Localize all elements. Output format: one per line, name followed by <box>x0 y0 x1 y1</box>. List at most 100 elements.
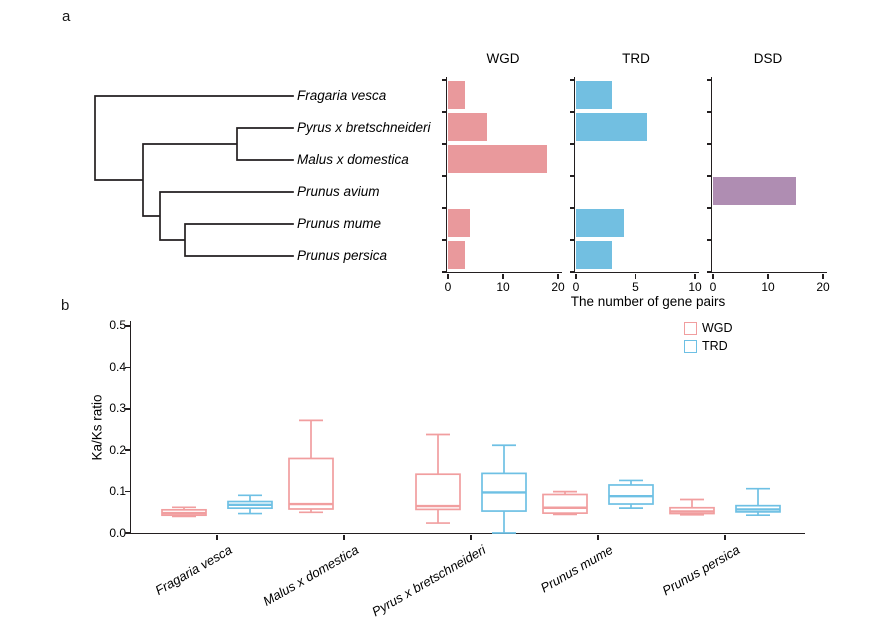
chart-title-wgd: WGD <box>486 51 520 66</box>
boxplot-y-axis-tick-0.3 <box>124 408 131 410</box>
box-rect <box>288 457 334 510</box>
trd-bar-prunus-mume <box>576 209 624 237</box>
ytick-0.2: 0.2 <box>109 443 126 457</box>
boxplot-x-axis-tick-malus-x-domestica <box>343 534 345 540</box>
trd-x-axis-tick <box>634 273 637 279</box>
trd-y-axis <box>574 77 576 273</box>
trd-y-axis-tick <box>569 271 575 273</box>
legend-label-trd: TRD <box>702 339 728 353</box>
species-label-malus-x-domestica: Malus x domestica <box>297 152 409 167</box>
wgd-x-tick-label-0: 0 <box>444 280 452 294</box>
trd-box-prunus-persica <box>735 487 781 517</box>
dsd-x-tick-label-0: 0 <box>709 280 717 294</box>
panel-b-label: b <box>61 297 70 314</box>
ytick-0.4: 0.4 <box>109 360 126 374</box>
wgd-y-axis-tick <box>441 143 447 145</box>
trd-y-axis-tick <box>569 207 575 209</box>
wgd-x-tick-label-20: 20 <box>551 280 565 294</box>
wgd-y-axis-tick <box>441 271 447 273</box>
trd-y-axis-tick <box>569 143 575 145</box>
wgd-y-axis-tick <box>441 175 447 177</box>
wgd-box-fragaria-vesca <box>161 506 207 518</box>
wgd-y-axis-tick <box>441 239 447 241</box>
trd-y-axis-tick <box>569 79 575 81</box>
wgd-x-tick-label-10: 10 <box>496 280 510 294</box>
wgd-y-axis <box>446 77 448 273</box>
species-label-prunus-mume: Prunus mume <box>297 216 382 231</box>
boxplot-y-axis-tick-0.1 <box>124 490 131 493</box>
trd-swatch-icon <box>684 339 697 353</box>
wgd-box-malus-x-domestica <box>288 419 334 514</box>
trd-x-axis-tick <box>575 273 577 279</box>
dsd-x-tick-label-20: 20 <box>816 280 830 294</box>
trd-y-axis-tick <box>569 111 575 113</box>
dsd-y-axis-tick <box>706 143 712 145</box>
boxplot-y-axis-tick-0.2 <box>124 449 131 451</box>
panel-a-label: a <box>62 8 71 25</box>
trd-x-axis <box>574 272 700 273</box>
boxplot-y-axis-tick-0.5 <box>124 325 131 327</box>
box-rect <box>542 493 588 514</box>
trd-bar-pyrus-x-bretschneideri <box>576 113 648 141</box>
trd-box-pyrus-x-bretschneideri <box>481 444 527 534</box>
trd-box-fragaria-vesca <box>227 494 273 515</box>
wgd-bar-fragaria-vesca <box>448 81 465 109</box>
dsd-y-axis-tick <box>706 207 712 209</box>
boxplot-y-axis-tick-0.4 <box>124 366 131 369</box>
wgd-swatch-icon <box>684 321 697 335</box>
boxplot-y-axis <box>130 321 132 534</box>
wgd-bar-malus-x-domestica <box>448 145 547 173</box>
species-label-fragaria-vesca: Fragaria vesca <box>297 88 387 103</box>
trd-x-tick-label-10: 10 <box>688 280 702 294</box>
trd-bar-prunus-persica <box>576 241 612 269</box>
trd-x-tick-label-5: 5 <box>632 280 639 294</box>
wgd-y-axis-tick <box>441 111 447 113</box>
wgd-bar-prunus-mume <box>448 209 470 237</box>
wgd-bar-prunus-persica <box>448 241 465 269</box>
species-label-pyrus-x-bretschneideri: Pyrus x bretschneideri <box>297 120 431 135</box>
dsd-x-axis <box>711 272 828 273</box>
wgd-box-prunus-persica <box>669 498 715 516</box>
dsd-x-axis-tick <box>822 273 824 279</box>
trd-x-tick-label-0: 0 <box>572 280 580 294</box>
wgd-bar-pyrus-x-bretschneideri <box>448 113 487 141</box>
ytick-0.3: 0.3 <box>109 401 126 415</box>
trd-x-axis-tick <box>694 273 696 279</box>
wgd-x-axis <box>446 272 563 273</box>
legend-item-trd: TRD <box>684 337 733 355</box>
wgd-y-axis-tick <box>441 79 447 81</box>
dsd-y-axis-tick <box>706 79 712 81</box>
tree-branches <box>94 95 294 257</box>
dsd-bar-prunus-avium <box>713 177 796 205</box>
boxplot-y-axis-tick-0.0 <box>124 532 131 534</box>
box-rect <box>608 484 654 505</box>
ytick-0.0: 0.0 <box>109 526 126 540</box>
legend-label-wgd: WGD <box>702 321 733 335</box>
boxplot-legend: WGD TRD <box>684 319 733 355</box>
trd-box-prunus-mume <box>608 479 654 510</box>
wgd-box-pyrus-x-bretschneideri <box>415 433 461 524</box>
dsd-y-axis-tick <box>706 239 712 241</box>
dsd-x-axis-tick <box>767 273 769 279</box>
box-rect <box>415 473 461 511</box>
phylogenetic-tree <box>94 95 294 257</box>
boxplot-x-axis <box>130 533 806 534</box>
species-label-prunus-avium: Prunus avium <box>297 184 380 199</box>
chart-title-dsd: DSD <box>753 51 783 66</box>
dsd-y-axis-tick <box>706 111 712 113</box>
species-label-prunus-persica: Prunus persica <box>297 248 388 263</box>
chart-title-trd: TRD <box>622 51 650 66</box>
dsd-y-axis-tick <box>706 175 712 177</box>
dsd-x-axis-tick <box>712 273 714 279</box>
trd-y-axis-tick <box>569 239 575 241</box>
boxplot-x-axis-tick-fragaria-vesca <box>216 534 218 540</box>
wgd-x-axis-tick <box>447 273 449 279</box>
boxplot-x-axis-tick-prunus-persica <box>724 534 726 540</box>
wgd-x-axis-tick <box>557 273 559 279</box>
trd-bar-fragaria-vesca <box>576 81 612 109</box>
ytick-0.5: 0.5 <box>109 318 126 332</box>
bar-x-axis-title: The number of gene pairs <box>570 294 726 309</box>
ytick-0.1: 0.1 <box>109 484 126 498</box>
